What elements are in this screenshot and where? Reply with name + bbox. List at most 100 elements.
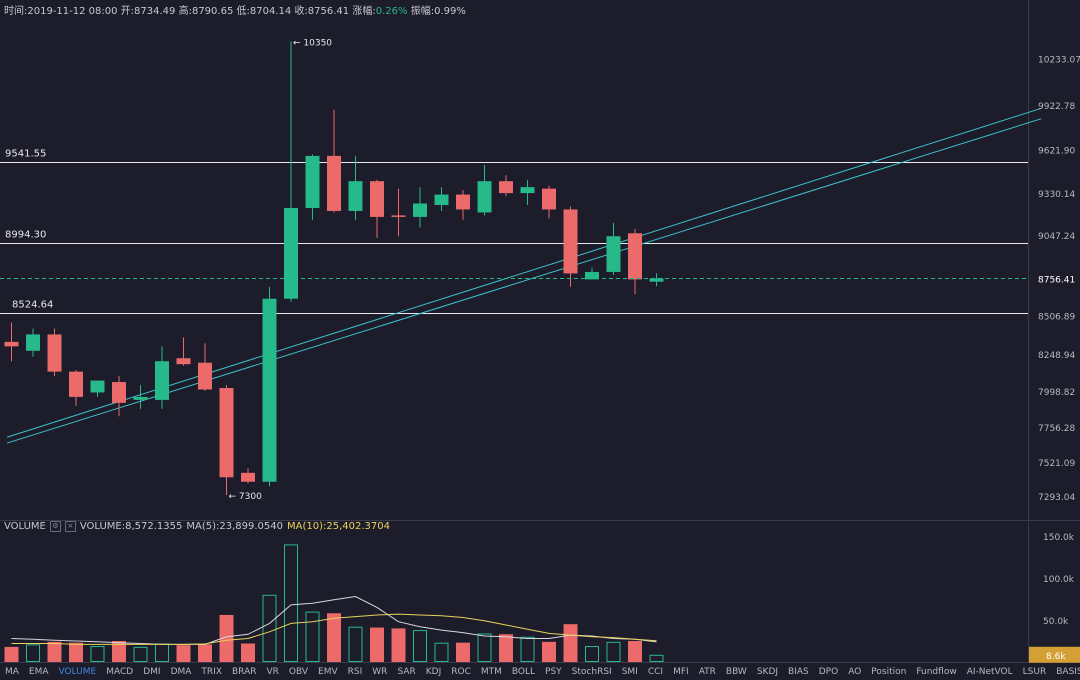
tab-volume[interactable]: VOLUME [58,667,97,677]
tab-ao[interactable]: AO [848,667,862,677]
candle-body [477,181,492,213]
candle-body [649,278,664,282]
hline-label: 9541.55 [5,149,46,160]
tab-dmi[interactable]: DMI [143,667,161,677]
candle-body [305,155,320,208]
ohlc-header: 时间:2019-11-12 08:00 开:8734.49 高:8790.65 … [4,2,466,17]
chart-frame [0,0,1080,663]
trend-channel[interactable] [7,107,1042,444]
tab-rsi[interactable]: RSI [347,667,363,677]
tab-brar[interactable]: BRAR [232,667,257,677]
candle-body [327,155,341,211]
candle-body [628,233,642,280]
hline-label: 8994.30 [5,230,46,241]
extreme-annotations: ← 10350 ← 7300 [229,38,333,502]
tab-boll[interactable]: BOLL [511,667,536,677]
tab-mfi[interactable]: MFI [673,667,689,677]
volume-bar [241,643,255,662]
tab-obv[interactable]: OBV [288,667,309,677]
candle-body [456,194,470,210]
tab-ma[interactable]: MA [5,667,19,677]
tab-lsur[interactable]: LSUR [1022,667,1047,677]
tab-wr[interactable]: WR [372,667,388,677]
candle-body [284,207,298,299]
tab-psy[interactable]: PSY [545,667,562,677]
volume-bar [155,643,169,663]
trendline [7,118,1042,444]
candle-body [133,396,148,400]
price-tick: 8248.94 [1038,351,1075,361]
horizontal-price-lines[interactable]: 9541.55 8994.30 8524.64 [0,149,1028,314]
volume-tick: 50.0k [1043,617,1069,627]
volume-bar [176,645,191,662]
high-annotation: ← 10350 [293,38,332,48]
high-label: 高:8790.65 [178,6,234,17]
change-prefix: 涨幅: [352,6,376,17]
volume-bar [520,636,535,662]
close-label: 收:8756.41 [294,6,350,17]
volume-bar [198,644,212,662]
tab-skdj[interactable]: SKDJ [756,667,779,677]
price-tick: 9621.90 [1038,147,1075,157]
volume-bar [133,646,148,663]
close-icon[interactable]: × [64,521,76,532]
candle-body [262,298,277,482]
volume-bar [391,628,406,662]
volume-bar [4,646,19,662]
price-tick: 7998.82 [1038,388,1075,398]
tab-fundflow[interactable]: Fundflow [916,667,957,677]
tab-basis[interactable]: BASIS [1056,667,1080,677]
candlestick-series[interactable] [4,41,664,496]
tab-position[interactable]: Position [871,667,907,677]
tab-ai-netvol[interactable]: AI-NetVOL [966,667,1013,677]
volume-axis[interactable]: 150.0k 100.0k 50.0k 8.6k [1029,533,1080,663]
current-price-label: 8756.41 [1038,276,1075,286]
ma10-value: MA(10):25,402.3704 [287,521,390,532]
tab-kdj[interactable]: KDJ [425,667,442,677]
tab-roc[interactable]: ROC [451,667,471,677]
tab-cci[interactable]: CCI [647,667,664,677]
volume-bar [563,624,578,662]
candle-body [348,181,363,211]
tab-mtm[interactable]: MTM [480,667,502,677]
tab-atr[interactable]: ATR [698,667,716,677]
tab-trix[interactable]: TRIX [201,667,222,677]
tab-ema[interactable]: EMA [28,667,49,677]
candle-body [219,388,234,478]
candle-body [26,334,40,351]
volume-bar [606,641,621,663]
tab-sar[interactable]: SAR [397,667,416,677]
tab-emv[interactable]: EMV [318,667,338,677]
tab-dma[interactable]: DMA [170,667,192,677]
current-price-badge [1031,270,1080,287]
tab-bbw[interactable]: BBW [725,667,747,677]
volume-ma-lines [11,595,657,645]
volume-bar [47,641,62,662]
tab-stochrsi[interactable]: StochRSI [571,667,612,677]
price-axis[interactable]: 10233.07 9922.78 9621.90 9330.14 9047.24 8756… [1031,56,1080,503]
tab-smi[interactable]: SMI [621,667,638,677]
candle-body [90,380,105,393]
volume-bar [370,627,384,662]
candle-body [434,194,449,205]
tab-macd[interactable]: MACD [106,667,134,677]
price-tick: 7293.04 [1038,493,1075,503]
tab-bias[interactable]: BIAS [788,667,809,677]
candle-body [370,181,384,217]
candle-body [585,271,599,280]
volume-bar [26,644,40,662]
volume-bar [585,646,599,662]
current-volume-label: 8.6k [1046,652,1066,662]
volume-bar [327,613,341,662]
volume-bar [649,654,664,662]
tab-vr[interactable]: VR [266,667,279,677]
candle-body [499,181,513,194]
volume-bars[interactable] [4,544,664,663]
volume-bar [499,634,513,662]
candle-body [4,341,19,347]
gear-icon[interactable]: ⚙ [49,521,61,532]
tab-dpo[interactable]: DPO [818,667,839,677]
candle-body [391,215,406,217]
ma5-line [11,595,657,645]
